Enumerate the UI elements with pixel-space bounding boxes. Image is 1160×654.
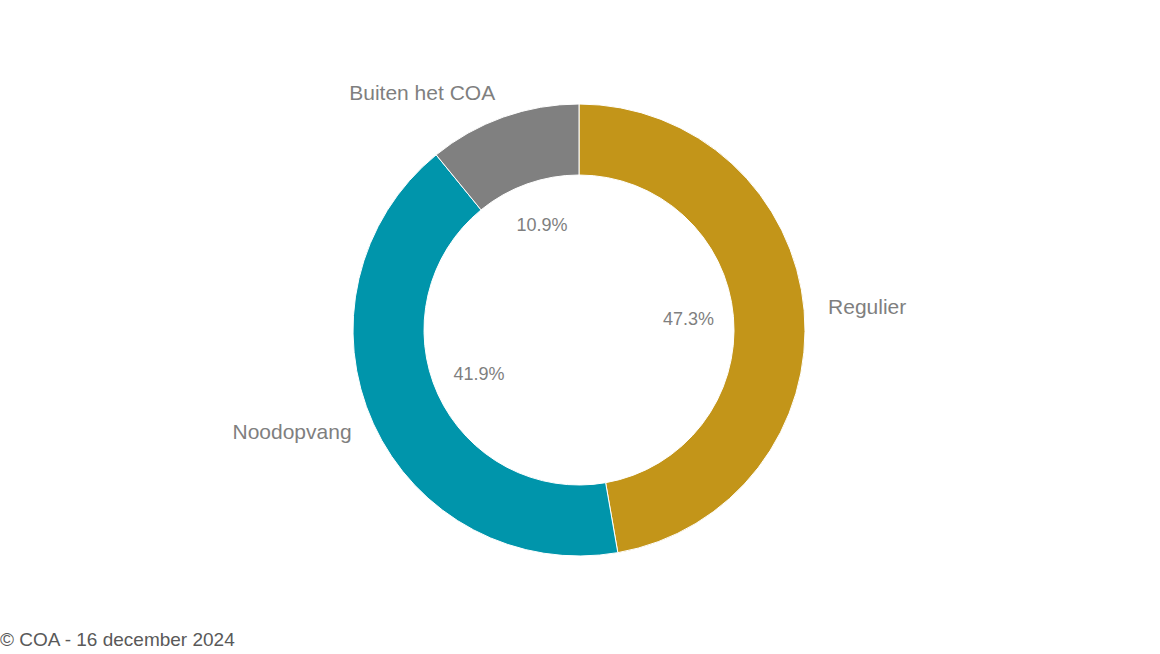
value-label: 41.9% bbox=[453, 364, 504, 384]
value-label: 47.3% bbox=[663, 309, 714, 329]
source-note: © COA - 16 december 2024 bbox=[0, 629, 235, 650]
slice bbox=[436, 104, 579, 210]
category-label: Noodopvang bbox=[232, 420, 351, 443]
value-label: 10.9% bbox=[517, 215, 568, 235]
donut bbox=[353, 104, 805, 556]
category-label: Buiten het COA bbox=[349, 81, 495, 104]
chart: 47.3% 41.9% 10.9% Regulier Noodopvang Buiten … bbox=[0, 0, 1160, 654]
slice bbox=[353, 155, 618, 556]
slice bbox=[579, 104, 805, 553]
labels: 47.3% 41.9% 10.9% Regulier Noodopvang Buiten … bbox=[232, 81, 906, 443]
category-label: Regulier bbox=[828, 295, 906, 318]
